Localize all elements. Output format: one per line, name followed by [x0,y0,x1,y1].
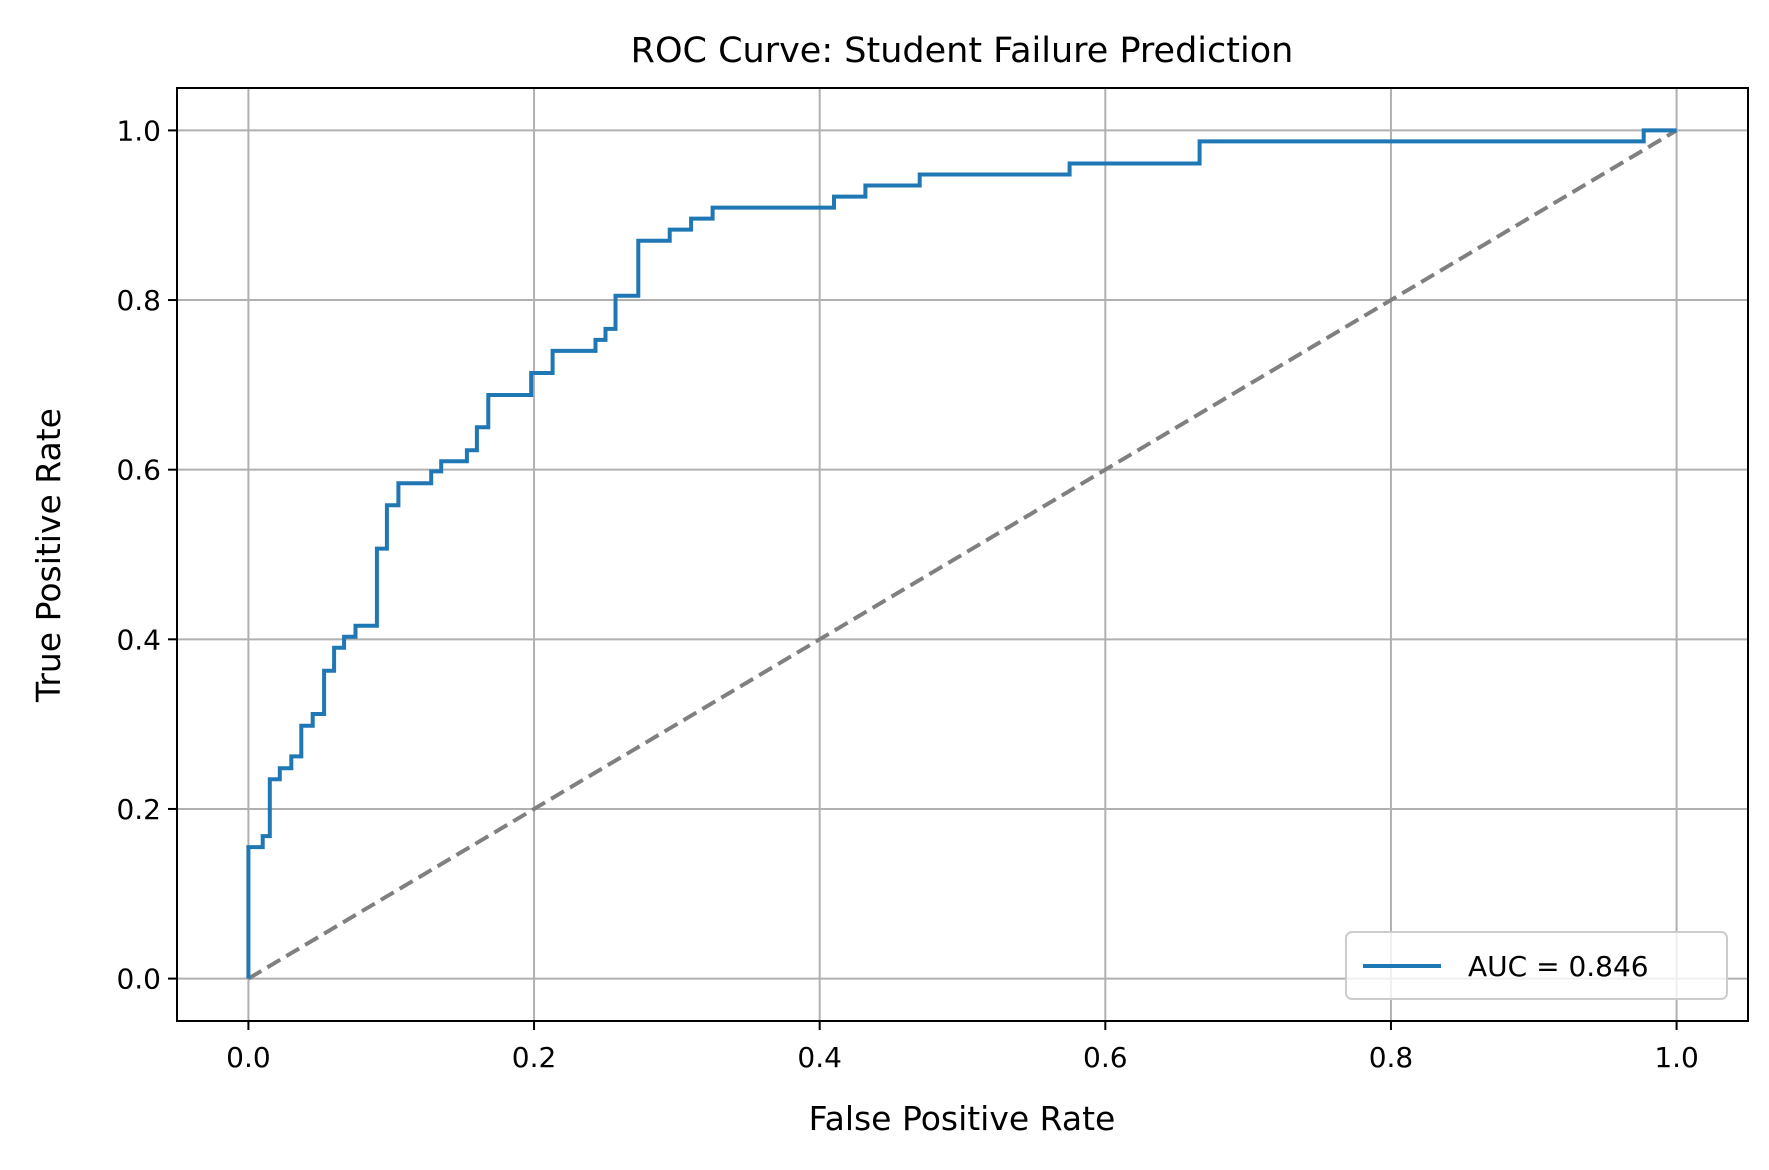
x-axis-title: False Positive Rate [809,1099,1116,1138]
y-tick-label: 1.0 [116,114,161,147]
roc-curve-line [246,128,1677,979]
x-tick-label: 1.0 [1654,1041,1699,1074]
y-tick-label: 0.2 [116,793,161,826]
plot-frame [176,87,1749,1022]
y-axis-title: True Positive Rate [29,408,68,703]
x-tick-label: 0.2 [512,1041,557,1074]
x-tick-label: 0.0 [226,1041,271,1074]
x-tick-label: 0.8 [1369,1041,1414,1074]
x-tick-label: 0.6 [1083,1041,1128,1074]
y-tick-label: 0.8 [116,284,161,317]
chart-title: ROC Curve: Student Failure Prediction [631,31,1294,71]
y-tick-label: 0.0 [116,963,161,996]
x-tick-label: 0.4 [797,1041,842,1074]
y-tick-label: 0.6 [116,454,161,487]
legend-box [1345,931,1728,1000]
axis-ticks: 0.0 0.2 0.4 0.6 0.8 1.0 0.0 0.2 0.4 0.6 0.8 1.0 [116,114,1698,1074]
chance-diagonal-line [247,128,1678,981]
legend: AUC = 0.846 [1345,931,1728,1000]
y-tick-label: 0.4 [116,623,161,656]
legend-label-roc: AUC = 0.846 [1468,950,1649,983]
series-layer [246,128,1678,981]
